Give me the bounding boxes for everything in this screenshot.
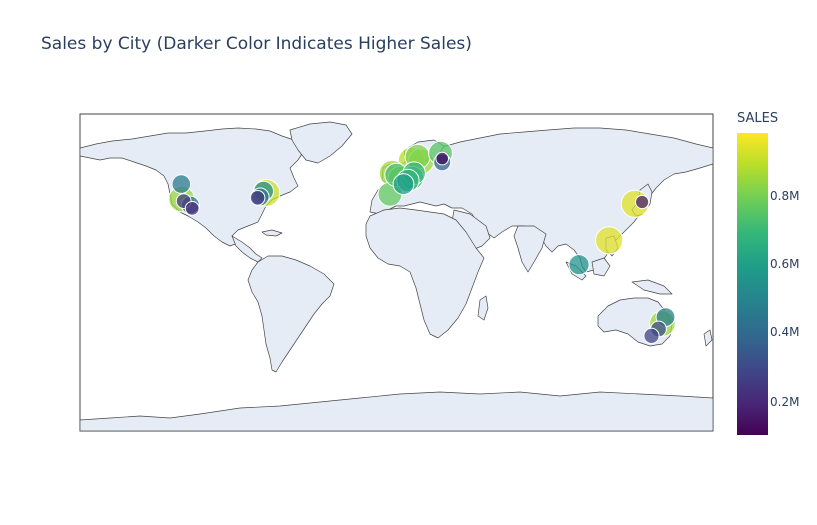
city-marker[interactable] bbox=[595, 226, 624, 255]
landmass-cuba bbox=[261, 229, 283, 237]
colorbar-tick-label: 0.2M bbox=[770, 395, 800, 409]
city-marker[interactable] bbox=[635, 194, 650, 210]
colorbar-tick-label: 0.4M bbox=[770, 325, 800, 339]
colorbar-tick-label: 0.6M bbox=[770, 257, 800, 271]
city-marker[interactable] bbox=[568, 254, 590, 276]
landmass-borneo bbox=[591, 257, 611, 277]
landmass-greenland bbox=[289, 121, 353, 164]
landmass-south-america bbox=[247, 255, 335, 373]
landmass-madagascar bbox=[477, 295, 489, 321]
city-marker[interactable] bbox=[643, 327, 660, 344]
landmass-africa bbox=[365, 207, 485, 339]
landmass-north-america bbox=[80, 127, 305, 247]
city-marker[interactable] bbox=[392, 173, 415, 196]
landmass-new-zealand bbox=[703, 329, 713, 347]
city-marker[interactable] bbox=[184, 201, 200, 216]
colorbar-tick-label: 0.8M bbox=[770, 189, 800, 203]
land-layer bbox=[80, 121, 713, 431]
landmass-central-america bbox=[231, 235, 263, 263]
marker-layer bbox=[168, 140, 676, 344]
city-marker[interactable] bbox=[249, 190, 266, 206]
landmass-antarctica bbox=[80, 391, 713, 431]
chart-title: Sales by City (Darker Color Indicates Hi… bbox=[41, 34, 472, 54]
city-marker[interactable] bbox=[171, 174, 192, 194]
colorbar bbox=[737, 133, 768, 435]
landmass-india bbox=[513, 225, 547, 273]
city-marker[interactable] bbox=[435, 151, 450, 166]
colorbar-title: SALES bbox=[737, 111, 779, 126]
landmass-new-guinea bbox=[631, 279, 673, 295]
